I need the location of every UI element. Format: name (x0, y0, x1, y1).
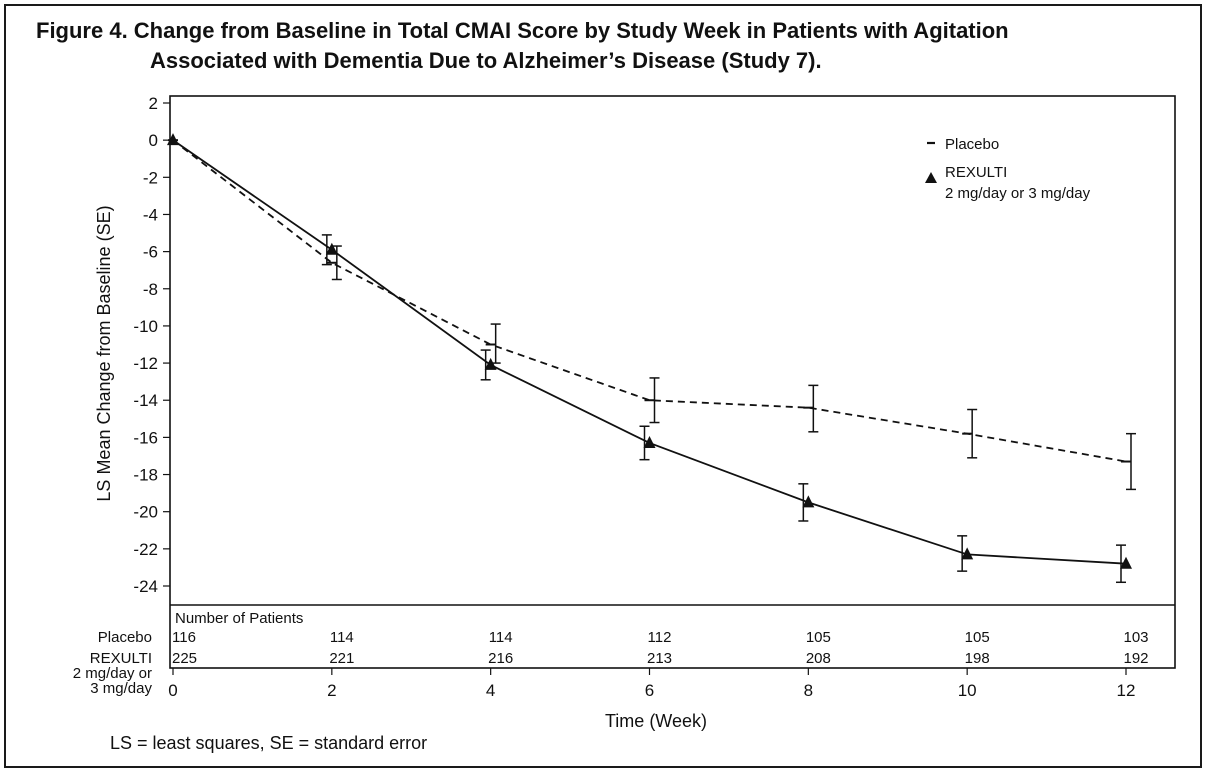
x-tick-label: 4 (486, 681, 495, 700)
table-cell: 208 (806, 650, 831, 667)
data-point-rexulti (325, 242, 338, 255)
y-tick-label: 2 (149, 94, 158, 113)
y-tick-label: -12 (133, 354, 158, 373)
y-tick-label: -20 (133, 503, 158, 522)
table-cell: 105 (965, 629, 990, 646)
table-row-label: REXULTI (90, 650, 152, 667)
data-point-rexulti (643, 435, 656, 448)
table-cell: 103 (1123, 629, 1148, 646)
y-tick-label: -18 (133, 466, 158, 485)
title-line-1: Figure 4. Change from Baseline in Total … (36, 18, 1009, 43)
y-tick-label: -24 (133, 577, 158, 596)
x-tick-label: 2 (327, 681, 336, 700)
figure-frame (4, 4, 1202, 768)
table-row-label: Placebo (98, 629, 152, 646)
data-point-rexulti (961, 547, 974, 560)
y-tick-label: -8 (143, 280, 158, 299)
table-header: Number of Patients (175, 610, 303, 627)
footnote: LS = least squares, SE = standard error (110, 733, 428, 753)
x-tick-label: 8 (804, 681, 813, 700)
table-cell: 112 (648, 629, 672, 646)
legend-marker-rexulti (925, 172, 937, 183)
table-cell: 116 (172, 629, 196, 646)
table-cell: 213 (647, 650, 672, 667)
x-tick-label: 0 (168, 681, 177, 700)
y-axis-label: LS Mean Change from Baseline (SE) (94, 205, 114, 501)
data-point-rexulti (484, 357, 497, 370)
data-point-rexulti (1120, 556, 1132, 569)
table-cell: 192 (1123, 650, 1148, 667)
table-cell: 114 (330, 629, 354, 646)
figure-title: Figure 4. Change from Baseline in Total … (36, 16, 1186, 76)
legend-label: REXULTI (945, 164, 1007, 181)
x-tick-label: 6 (645, 681, 654, 700)
table-cell: 114 (489, 629, 513, 646)
y-tick-label: -4 (143, 205, 158, 224)
table-row-label: 2 mg/day or (73, 665, 152, 682)
title-line-2: Associated with Dementia Due to Alzheime… (150, 48, 822, 73)
y-tick-label: -10 (133, 317, 158, 336)
y-tick-label: 0 (149, 131, 158, 150)
data-point-rexulti (802, 495, 815, 508)
y-tick-label: -16 (133, 428, 158, 447)
plot-frame (169, 95, 1176, 669)
x-axis-label: Time (Week) (605, 711, 707, 731)
x-tick-label: 12 (1117, 681, 1136, 700)
y-tick-label: -22 (133, 540, 158, 559)
x-tick-label: 10 (958, 681, 977, 700)
data-point-rexulti (167, 133, 179, 146)
table-cell: 198 (965, 650, 990, 667)
series-line-rexulti (172, 139, 1127, 565)
y-tick-label: -14 (133, 391, 158, 410)
table-cell: 221 (329, 650, 354, 667)
legend-label: Placebo (945, 136, 999, 153)
table-cell: 105 (806, 629, 831, 646)
legend-label: 2 mg/day or 3 mg/day (945, 185, 1091, 202)
table-cell: 225 (172, 650, 197, 667)
table-row-label: 3 mg/day (90, 680, 152, 697)
y-tick-label: -6 (143, 243, 158, 262)
table-cell: 216 (488, 650, 513, 667)
y-tick-label: -2 (143, 168, 158, 187)
